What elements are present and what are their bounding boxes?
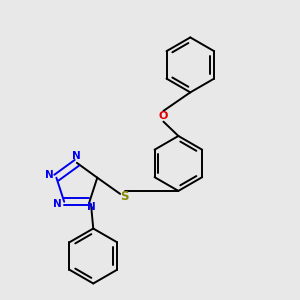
Text: N: N (53, 199, 62, 209)
Text: N: N (45, 170, 54, 180)
Text: O: O (159, 111, 168, 121)
Text: N: N (73, 151, 81, 161)
Text: N: N (88, 202, 96, 212)
Text: S: S (120, 190, 129, 203)
